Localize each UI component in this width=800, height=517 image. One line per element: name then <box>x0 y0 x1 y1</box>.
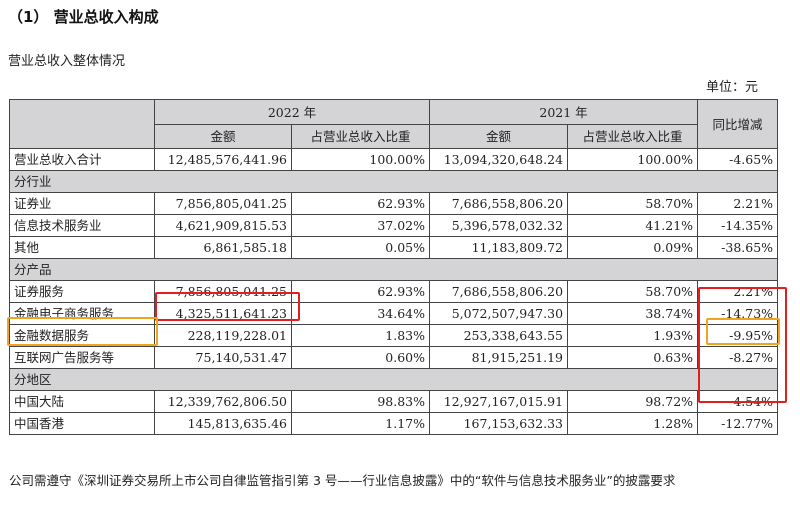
cell-a2021: 7,686,558,806.20 <box>429 192 569 215</box>
cell-label: 金融数据服务 <box>9 324 155 347</box>
table-row: 信息技术服务业 4,621,909,815.53 37.02% 5,396,578,0… <box>9 214 779 237</box>
cell-r2022: 62.93% <box>290 280 431 303</box>
cell-label: 营业总收入合计 <box>9 148 155 171</box>
cell-label: 中国大陆 <box>9 390 155 413</box>
cell-r2021: 100.00% <box>567 148 699 171</box>
cell-yoy: -4.65% <box>697 148 779 171</box>
section-row: 分产品 <box>8 258 779 281</box>
total-row: 营业总收入合计 12,485,576,441.96 100.00% 13,094,32… <box>9 148 779 171</box>
unit-label: 单位：元 <box>705 80 758 95</box>
cell-yoy: -9.95% <box>697 324 779 347</box>
cell-a2022: 4,325,511,641.23 <box>154 302 292 325</box>
cell-r2022: 1.83% <box>290 324 431 347</box>
cell-a2021: 167,153,632.33 <box>429 412 569 435</box>
header-row-columns: 金额 占营业总收入比重 金额 占营业总收入比重 <box>10 124 778 149</box>
table-row: 互联网广告服务等 75,140,531.47 0.60% 81,915,251.19 0… <box>9 346 779 369</box>
header-blank-cell <box>9 99 155 149</box>
table-row: 证券服务 7,856,805,041.25 62.93% 7,686,558,806.… <box>9 280 779 303</box>
cell-r2021: 1.93% <box>567 324 699 347</box>
cell-yoy: -12.77% <box>697 412 779 435</box>
cell-r2021: 41.21% <box>567 214 699 237</box>
table-row: 金融数据服务 228,119,228.01 1.83% 253,338,643.55 1… <box>9 324 779 347</box>
cell-r2021: 1.28% <box>567 412 699 435</box>
cell-yoy: -8.27% <box>697 346 779 369</box>
cell-r2021: 58.70% <box>567 280 699 303</box>
cell-a2022: 12,485,576,441.96 <box>154 148 292 171</box>
header-yoy: 同比增减 <box>697 99 779 149</box>
cell-a2022: 12,339,762,806.50 <box>154 390 292 413</box>
section-title: 分产品 <box>8 258 779 281</box>
cell-a2021: 253,338,643.55 <box>429 324 569 347</box>
cell-r2022: 62.93% <box>290 192 431 215</box>
cell-a2022: 145,813,635.46 <box>154 412 292 435</box>
cell-label: 金融电子商务服务 <box>9 302 155 325</box>
header-amount-2021: 金额 <box>429 124 569 149</box>
cell-a2022: 228,119,228.01 <box>154 324 292 347</box>
section-title: 分地区 <box>8 368 779 391</box>
cell-yoy: -38.65% <box>697 236 779 259</box>
cell-a2022: 75,140,531.47 <box>154 346 292 369</box>
section-heading: （1） 营业总收入构成 <box>8 8 159 26</box>
cell-a2022: 6,861,585.18 <box>154 236 292 259</box>
cell-yoy: -14.73% <box>697 302 779 325</box>
disclosure-note: 公司需遵守《深圳证券交易所上市公司自律监管指引第 3 号——行业信息披露》中的“… <box>9 473 676 488</box>
cell-r2022: 98.83% <box>290 390 431 413</box>
subheading: 营业总收入整体情况 <box>8 54 126 69</box>
cell-a2021: 12,927,167,015.91 <box>429 390 569 413</box>
table-row: 中国大陆 12,339,762,806.50 98.83% 12,927,167,01… <box>9 390 779 413</box>
cell-yoy: -14.35% <box>697 214 779 237</box>
cell-r2022: 34.64% <box>290 302 431 325</box>
cell-label: 证券服务 <box>9 280 155 303</box>
cell-a2022: 7,856,805,041.25 <box>154 192 292 215</box>
cell-a2022: 4,621,909,815.53 <box>154 214 292 237</box>
cell-r2021: 0.09% <box>567 236 699 259</box>
table-row: 中国香港 145,813,635.46 1.17% 167,153,632.33 1.2… <box>9 412 779 435</box>
cell-r2021: 0.63% <box>567 346 699 369</box>
cell-a2021: 81,915,251.19 <box>429 346 569 369</box>
table-row: 证券业 7,856,805,041.25 62.93% 7,686,558,806.2… <box>9 192 779 215</box>
cell-r2022: 1.17% <box>290 412 431 435</box>
cell-label: 互联网广告服务等 <box>9 346 155 369</box>
cell-r2021: 38.74% <box>567 302 699 325</box>
header-year-2021: 2021 年 <box>429 99 699 125</box>
header-row-years: 2022 年 2021 年 同比增减 <box>9 99 779 149</box>
cell-label: 中国香港 <box>9 412 155 435</box>
header-ratio-2021: 占营业总收入比重 <box>567 124 699 149</box>
cell-r2022: 0.05% <box>290 236 431 259</box>
cell-r2022: 37.02% <box>290 214 431 237</box>
section-row: 分行业 <box>8 170 779 193</box>
header-amount-2022: 金额 <box>154 124 292 149</box>
cell-r2022: 100.00% <box>290 148 431 171</box>
table-body: 营业总收入合计 12,485,576,441.96 100.00% 13,094,32… <box>8 148 779 435</box>
cell-r2021: 98.72% <box>567 390 699 413</box>
cell-a2021: 7,686,558,806.20 <box>429 280 569 303</box>
table-row: 其他 6,861,585.18 0.05% 11,183,809.72 0.09% -38… <box>9 236 779 259</box>
cell-a2021: 5,396,578,032.32 <box>429 214 569 237</box>
section-row: 分地区 <box>8 368 779 391</box>
header-ratio-2022: 占营业总收入比重 <box>290 124 431 149</box>
cell-yoy: 2.21% <box>697 192 779 215</box>
cell-a2021: 13,094,320,648.24 <box>429 148 569 171</box>
cell-r2022: 0.60% <box>290 346 431 369</box>
cell-a2021: 11,183,809.72 <box>429 236 569 259</box>
cell-a2021: 5,072,507,947.30 <box>429 302 569 325</box>
cell-label: 其他 <box>9 236 155 259</box>
cell-a2022: 7,856,805,041.25 <box>154 280 292 303</box>
section-title: 分行业 <box>8 170 779 193</box>
header-year-2022: 2022 年 <box>153 99 431 125</box>
cell-label: 信息技术服务业 <box>9 214 155 237</box>
cell-r2021: 58.70% <box>567 192 699 215</box>
cell-yoy: -4.54% <box>697 390 779 413</box>
cell-yoy: 2.21% <box>697 280 779 303</box>
table-row: 金融电子商务服务 4,325,511,641.23 34.64% 5,072,507,… <box>9 302 779 325</box>
revenue-table: 2022 年 2021 年 同比增减 金额 占营业总收入比重 金额 占营业总收入… <box>8 99 779 435</box>
cell-label: 证券业 <box>9 192 155 215</box>
